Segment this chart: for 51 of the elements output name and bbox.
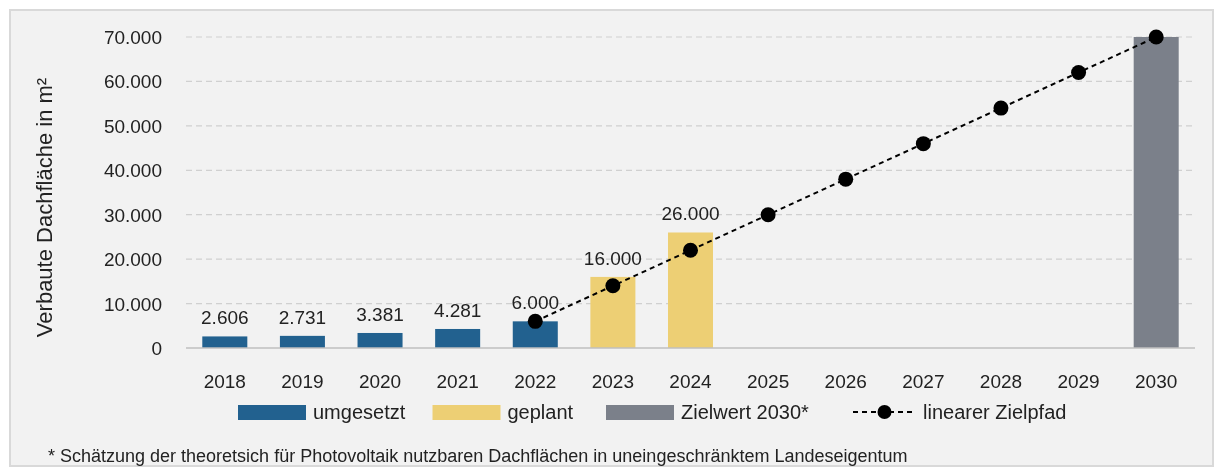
y-tick-label: 10.000 [103,293,162,315]
data-label: 26.000 [661,203,720,225]
x-tick-label: 2025 [746,371,790,392]
bar [357,332,403,348]
data-label: 2.731 [278,306,327,328]
data-label: 6.000 [511,292,560,314]
x-tick-label: 2028 [979,371,1023,392]
x-tick-label: 2022 [514,371,557,392]
data-label: 16.000 [583,247,642,269]
y-tick-label: 60.000 [103,71,162,93]
bar [435,328,481,348]
legend-label: geplant [507,401,574,423]
point [1071,65,1087,81]
bar [279,335,325,348]
y-tick-label: 20.000 [103,249,162,271]
bar [1133,37,1179,348]
data-label: 4.281 [433,299,482,321]
point [527,313,543,329]
x-tick-label: 2019 [281,371,324,392]
x-tick-label: 2020 [358,371,402,392]
x-tick-label: 2027 [902,371,945,392]
point [915,136,931,152]
point [1148,29,1164,45]
data-label: 3.381 [356,303,404,325]
x-tick-label: 2024 [669,371,713,392]
y-tick-label: 30.000 [103,204,162,226]
bar [590,276,636,348]
point [838,171,854,187]
x-tick-label: 2021 [436,371,479,392]
y-tick-label: 70.000 [103,27,162,48]
y-tick-label: 50.000 [103,115,162,137]
x-tick-label: 2029 [1057,371,1100,392]
data-label: 2.606 [201,307,249,329]
x-tick-label: 2030 [1135,371,1178,392]
x-tick-label: 2023 [591,371,635,392]
x-tick-label: 2018 [203,371,246,392]
y-tick-label: 40.000 [103,160,162,182]
point [760,207,776,223]
bar [667,232,714,348]
point [683,242,698,258]
y-tick-label: 0 [151,338,162,359]
point [993,100,1009,116]
y-axis-title: Verbaute Dachfläche in m² [32,77,57,338]
x-tick-label: 2026 [824,371,867,392]
text: * Schätzung der theoretsich für Photovoltaik nutzbaren Dachflächen in uneingeschränktem Landeseigentum [48,446,908,466]
legend-label: linearer Zielpfad [923,401,1067,423]
point [605,278,621,294]
bar [202,336,248,348]
legend-label: Zielwert 2030* [681,401,810,423]
bar [512,321,558,348]
legend-label: umgesetzt [313,401,406,423]
